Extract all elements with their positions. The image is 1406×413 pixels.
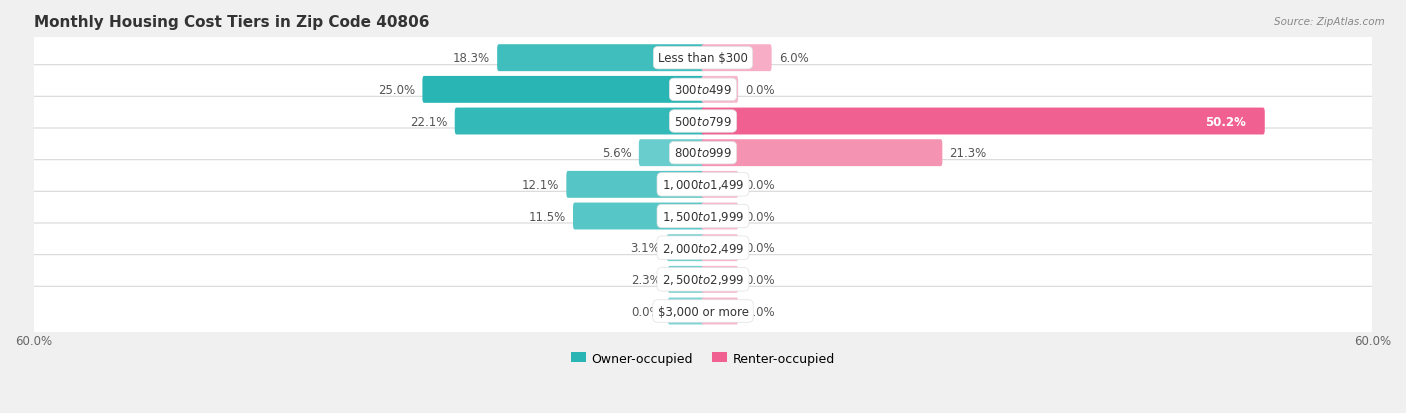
FancyBboxPatch shape bbox=[30, 192, 1376, 241]
FancyBboxPatch shape bbox=[638, 140, 704, 167]
Text: 3.1%: 3.1% bbox=[630, 242, 659, 254]
FancyBboxPatch shape bbox=[702, 235, 738, 261]
FancyBboxPatch shape bbox=[668, 298, 704, 325]
Legend: Owner-occupied, Renter-occupied: Owner-occupied, Renter-occupied bbox=[565, 347, 841, 370]
FancyBboxPatch shape bbox=[574, 203, 704, 230]
FancyBboxPatch shape bbox=[30, 223, 1376, 273]
Text: 0.0%: 0.0% bbox=[631, 305, 661, 318]
FancyBboxPatch shape bbox=[30, 34, 1376, 83]
Text: 0.0%: 0.0% bbox=[745, 305, 775, 318]
FancyBboxPatch shape bbox=[454, 108, 704, 135]
Text: $1,500 to $1,999: $1,500 to $1,999 bbox=[662, 209, 744, 223]
Text: $1,000 to $1,499: $1,000 to $1,499 bbox=[662, 178, 744, 192]
Text: Less than $300: Less than $300 bbox=[658, 52, 748, 65]
FancyBboxPatch shape bbox=[567, 171, 704, 198]
FancyBboxPatch shape bbox=[702, 203, 738, 230]
FancyBboxPatch shape bbox=[702, 266, 738, 293]
Text: 5.6%: 5.6% bbox=[602, 147, 631, 160]
FancyBboxPatch shape bbox=[702, 108, 1265, 135]
Text: Monthly Housing Cost Tiers in Zip Code 40806: Monthly Housing Cost Tiers in Zip Code 4… bbox=[34, 15, 429, 30]
Text: 0.0%: 0.0% bbox=[745, 84, 775, 97]
FancyBboxPatch shape bbox=[702, 77, 738, 104]
FancyBboxPatch shape bbox=[30, 66, 1376, 115]
Text: 21.3%: 21.3% bbox=[949, 147, 987, 160]
Text: $2,000 to $2,499: $2,000 to $2,499 bbox=[662, 241, 744, 255]
FancyBboxPatch shape bbox=[30, 129, 1376, 178]
Text: 25.0%: 25.0% bbox=[378, 84, 415, 97]
Text: $500 to $799: $500 to $799 bbox=[673, 115, 733, 128]
FancyBboxPatch shape bbox=[702, 45, 772, 72]
FancyBboxPatch shape bbox=[30, 97, 1376, 146]
FancyBboxPatch shape bbox=[702, 298, 738, 325]
FancyBboxPatch shape bbox=[30, 287, 1376, 336]
Text: $800 to $999: $800 to $999 bbox=[673, 147, 733, 160]
FancyBboxPatch shape bbox=[30, 255, 1376, 304]
Text: 22.1%: 22.1% bbox=[411, 115, 447, 128]
Text: $2,500 to $2,999: $2,500 to $2,999 bbox=[662, 273, 744, 287]
Text: 0.0%: 0.0% bbox=[745, 273, 775, 286]
FancyBboxPatch shape bbox=[702, 171, 738, 198]
FancyBboxPatch shape bbox=[498, 45, 704, 72]
FancyBboxPatch shape bbox=[30, 160, 1376, 209]
Text: 11.5%: 11.5% bbox=[529, 210, 565, 223]
Text: 0.0%: 0.0% bbox=[745, 210, 775, 223]
FancyBboxPatch shape bbox=[422, 77, 704, 104]
Text: $3,000 or more: $3,000 or more bbox=[658, 305, 748, 318]
FancyBboxPatch shape bbox=[666, 235, 704, 261]
FancyBboxPatch shape bbox=[702, 140, 942, 167]
Text: 0.0%: 0.0% bbox=[745, 242, 775, 254]
Text: Source: ZipAtlas.com: Source: ZipAtlas.com bbox=[1274, 17, 1385, 26]
Text: 2.3%: 2.3% bbox=[631, 273, 661, 286]
Text: $300 to $499: $300 to $499 bbox=[673, 84, 733, 97]
Text: 50.2%: 50.2% bbox=[1205, 115, 1246, 128]
Text: 12.1%: 12.1% bbox=[522, 178, 560, 191]
Text: 6.0%: 6.0% bbox=[779, 52, 808, 65]
Text: 18.3%: 18.3% bbox=[453, 52, 489, 65]
Text: 0.0%: 0.0% bbox=[745, 178, 775, 191]
FancyBboxPatch shape bbox=[668, 266, 704, 293]
